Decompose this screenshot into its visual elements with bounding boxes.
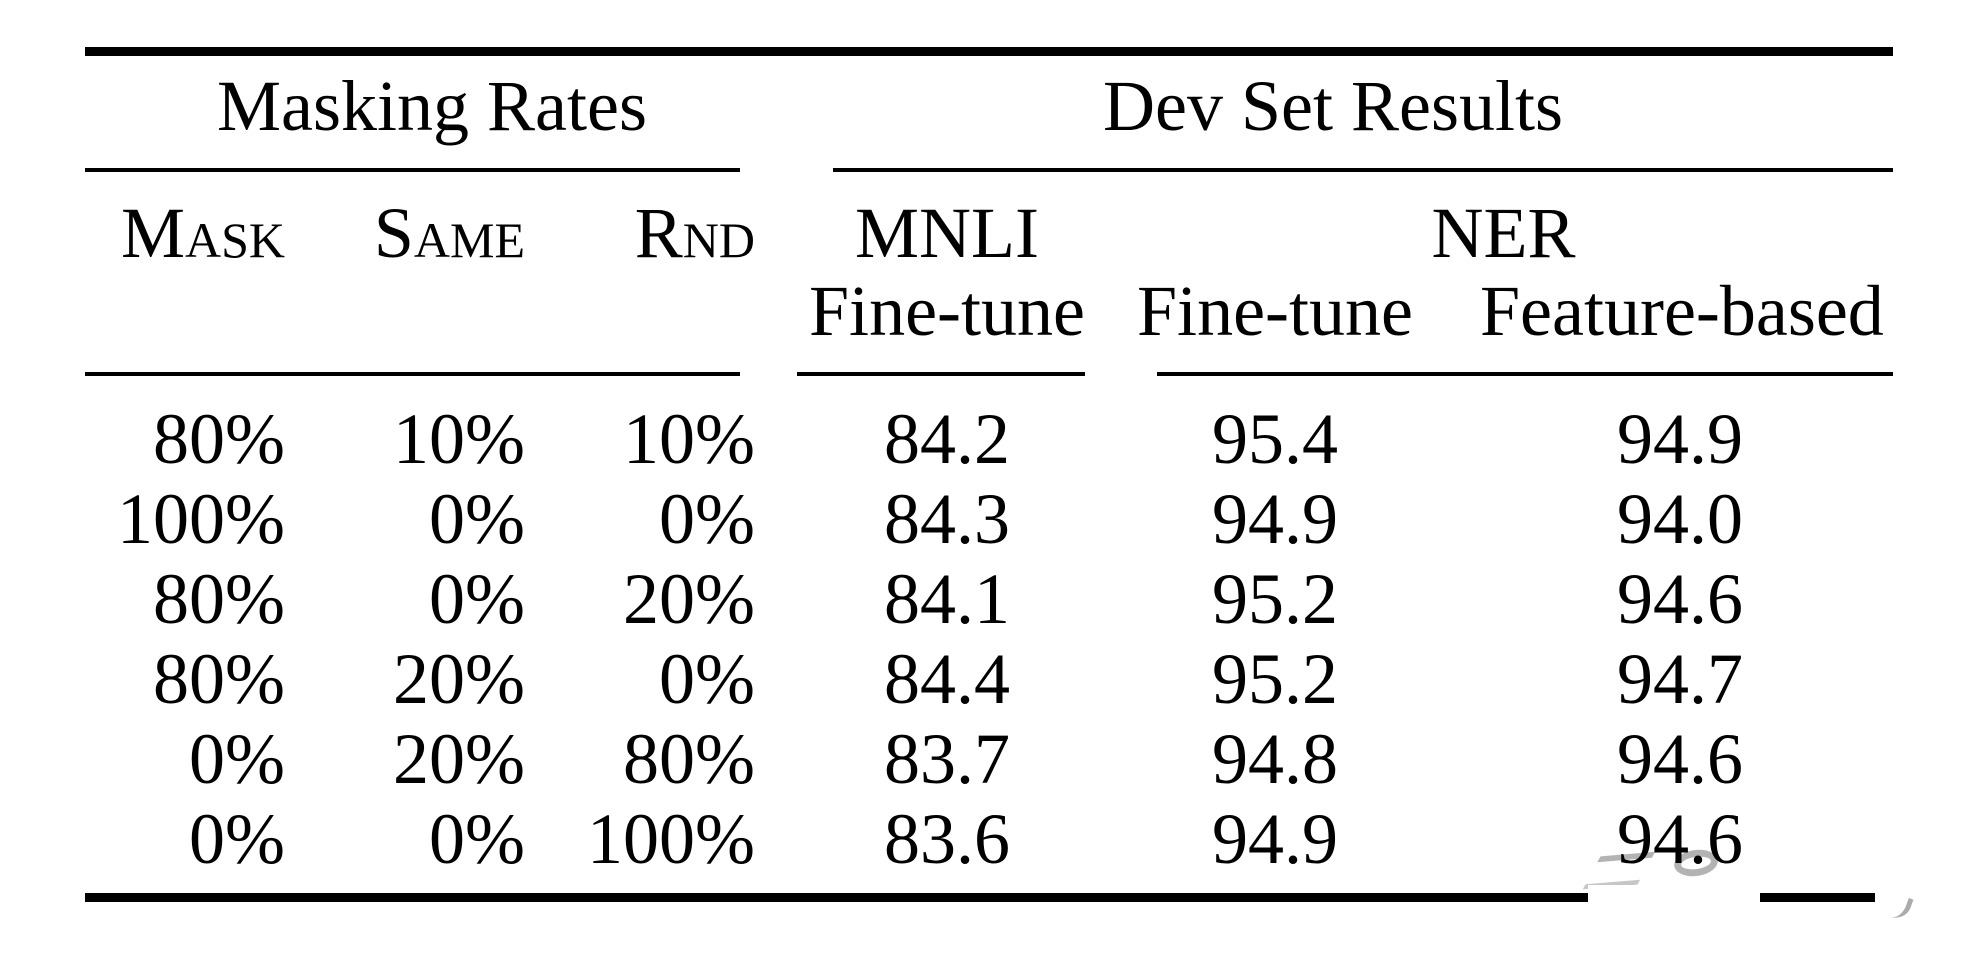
cell-rnd: 80% [623, 719, 755, 799]
col-header-same: Same [373, 193, 525, 273]
column-header-row-2: Fine-tune Fine-tune Feature-based [0, 274, 1962, 350]
cell-rnd: 20% [623, 559, 755, 639]
table-row: 100% 0% 0% 84.3 94.9 94.0 [0, 482, 1962, 558]
cell-ner-feature-based: 94.7 [1617, 639, 1743, 719]
cell-ner-feature-based: 94.6 [1617, 559, 1743, 639]
col-header-ner: NER [1431, 193, 1576, 273]
cell-rnd: 100% [587, 799, 755, 879]
cell-mask: 80% [153, 639, 285, 719]
cell-ner-fine-tune: 95.4 [1212, 399, 1338, 479]
bottom-rule-erased-gap [1588, 885, 1760, 909]
cell-rnd: 10% [623, 399, 755, 479]
cell-same: 0% [429, 799, 525, 879]
table-row: 80% 10% 10% 84.2 95.4 94.9 [0, 402, 1962, 478]
cell-ner-fine-tune: 95.2 [1212, 559, 1338, 639]
cell-same: 0% [429, 559, 525, 639]
cell-mask: 80% [153, 399, 285, 479]
cell-same: 20% [393, 639, 525, 719]
col-header-mnli: MNLI [855, 193, 1039, 273]
cell-ner-fine-tune: 94.9 [1212, 479, 1338, 559]
cell-mask: 0% [189, 799, 285, 879]
cell-ner-feature-based: 94.6 [1617, 799, 1743, 879]
cell-ner-feature-based: 94.0 [1617, 479, 1743, 559]
cell-mnli-fine-tune: 84.4 [884, 639, 1010, 719]
cell-ner-feature-based: 94.9 [1617, 399, 1743, 479]
col-subheader-ner-fine-tune: Fine-tune [1137, 271, 1413, 351]
stray-gray-mark [1889, 893, 1914, 923]
dev-set-results-group-header: Dev Set Results [1103, 66, 1563, 146]
cell-ner-fine-tune: 95.2 [1212, 639, 1338, 719]
table-top-rule [85, 47, 1893, 56]
cell-same: 0% [429, 479, 525, 559]
mnli-column-midrule [797, 372, 1085, 376]
cell-mnli-fine-tune: 83.6 [884, 799, 1010, 879]
cell-ner-feature-based: 94.6 [1617, 719, 1743, 799]
col-header-mask: Mask [120, 193, 285, 273]
masking-columns-midrule [85, 372, 740, 376]
masking-rates-group-header: Masking Rates [217, 66, 647, 146]
cell-mnli-fine-tune: 84.3 [884, 479, 1010, 559]
table-row: 80% 20% 0% 84.4 95.2 94.7 [0, 642, 1962, 718]
col-header-rnd: Rnd [634, 193, 755, 273]
table-row: 80% 0% 20% 84.1 95.2 94.6 [0, 562, 1962, 638]
cell-mask: 100% [117, 479, 285, 559]
table-bottom-rule [85, 893, 1875, 902]
cell-mnli-fine-tune: 84.2 [884, 399, 1010, 479]
dev-set-results-underline-rule [833, 168, 1893, 172]
cell-ner-fine-tune: 94.9 [1212, 799, 1338, 879]
col-subheader-ner-feature-based: Feature-based [1480, 271, 1884, 351]
ner-columns-midrule [1157, 372, 1893, 376]
cell-mnli-fine-tune: 84.1 [884, 559, 1010, 639]
cell-rnd: 0% [659, 639, 755, 719]
table-row: 0% 0% 100% 83.6 94.9 94.6 [0, 802, 1962, 878]
column-header-row-1: Mask Same Rnd MNLI NER [0, 196, 1962, 272]
cell-mask: 0% [189, 719, 285, 799]
masking-rates-underline-rule [85, 168, 740, 172]
col-subheader-mnli-fine-tune: Fine-tune [809, 271, 1085, 351]
cell-same: 10% [393, 399, 525, 479]
table-row: 0% 20% 80% 83.7 94.8 94.6 [0, 722, 1962, 798]
cell-ner-fine-tune: 94.8 [1212, 719, 1338, 799]
cell-mask: 80% [153, 559, 285, 639]
cell-rnd: 0% [659, 479, 755, 559]
cell-same: 20% [393, 719, 525, 799]
cell-mnli-fine-tune: 83.7 [884, 719, 1010, 799]
